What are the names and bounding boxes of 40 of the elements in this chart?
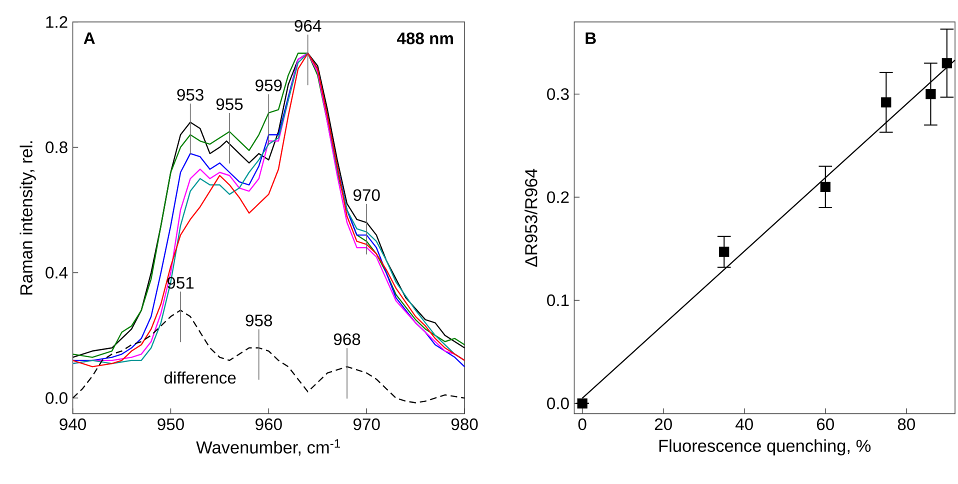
y-tick-label: 0.8 xyxy=(46,141,68,153)
y-tick-label: 0.0 xyxy=(547,397,569,410)
x-tick-label: 80 xyxy=(898,418,915,430)
x-axis-title: Wavenumber, cm$^{-1}$ xyxy=(196,439,340,456)
y-axis-title: Raman intensity, rel. xyxy=(20,141,36,294)
annotation: 968 xyxy=(334,333,360,345)
annotation: 488 nm xyxy=(396,32,453,44)
y-tick-label: 0.4 xyxy=(46,266,68,278)
point xyxy=(942,58,952,68)
x-tick-label: 20 xyxy=(654,418,672,430)
annotation: 964 xyxy=(294,20,322,32)
y-tick-label: 0.3 xyxy=(547,88,569,100)
x-tick-label: 60 xyxy=(816,418,834,430)
x-tick-label: 40 xyxy=(736,418,753,430)
y-tick-label: 0.2 xyxy=(547,191,569,203)
annotation: 955 xyxy=(216,98,243,110)
point xyxy=(926,88,936,99)
x-tick-label: 960 xyxy=(256,418,282,430)
x-axis-title: Fluorescence quenching, % xyxy=(659,439,871,456)
x-tick-label: 950 xyxy=(158,418,184,430)
annotation: 953 xyxy=(177,88,204,100)
annotation: A xyxy=(84,32,95,44)
y-tick-label: 0.1 xyxy=(547,294,569,306)
x-tick-label: 0 xyxy=(578,418,586,430)
line-series xyxy=(72,309,466,404)
x-tick-label: 970 xyxy=(354,418,380,430)
x-tick-label: 980 xyxy=(451,418,478,430)
point xyxy=(820,182,830,192)
y-tick-label: 0.0 xyxy=(46,392,68,404)
annotation: 958 xyxy=(246,314,272,326)
series-label: difference xyxy=(164,371,236,384)
y-tick-label: 1.2 xyxy=(46,16,68,28)
point xyxy=(881,97,892,108)
point xyxy=(577,398,588,408)
point xyxy=(719,246,730,257)
annotation: 959 xyxy=(256,79,282,92)
x-tick-label: 940 xyxy=(60,418,86,430)
y-axis-title: ΔR953/R964 xyxy=(524,168,538,267)
annotation: 970 xyxy=(354,189,380,201)
annotation: B xyxy=(586,32,596,44)
